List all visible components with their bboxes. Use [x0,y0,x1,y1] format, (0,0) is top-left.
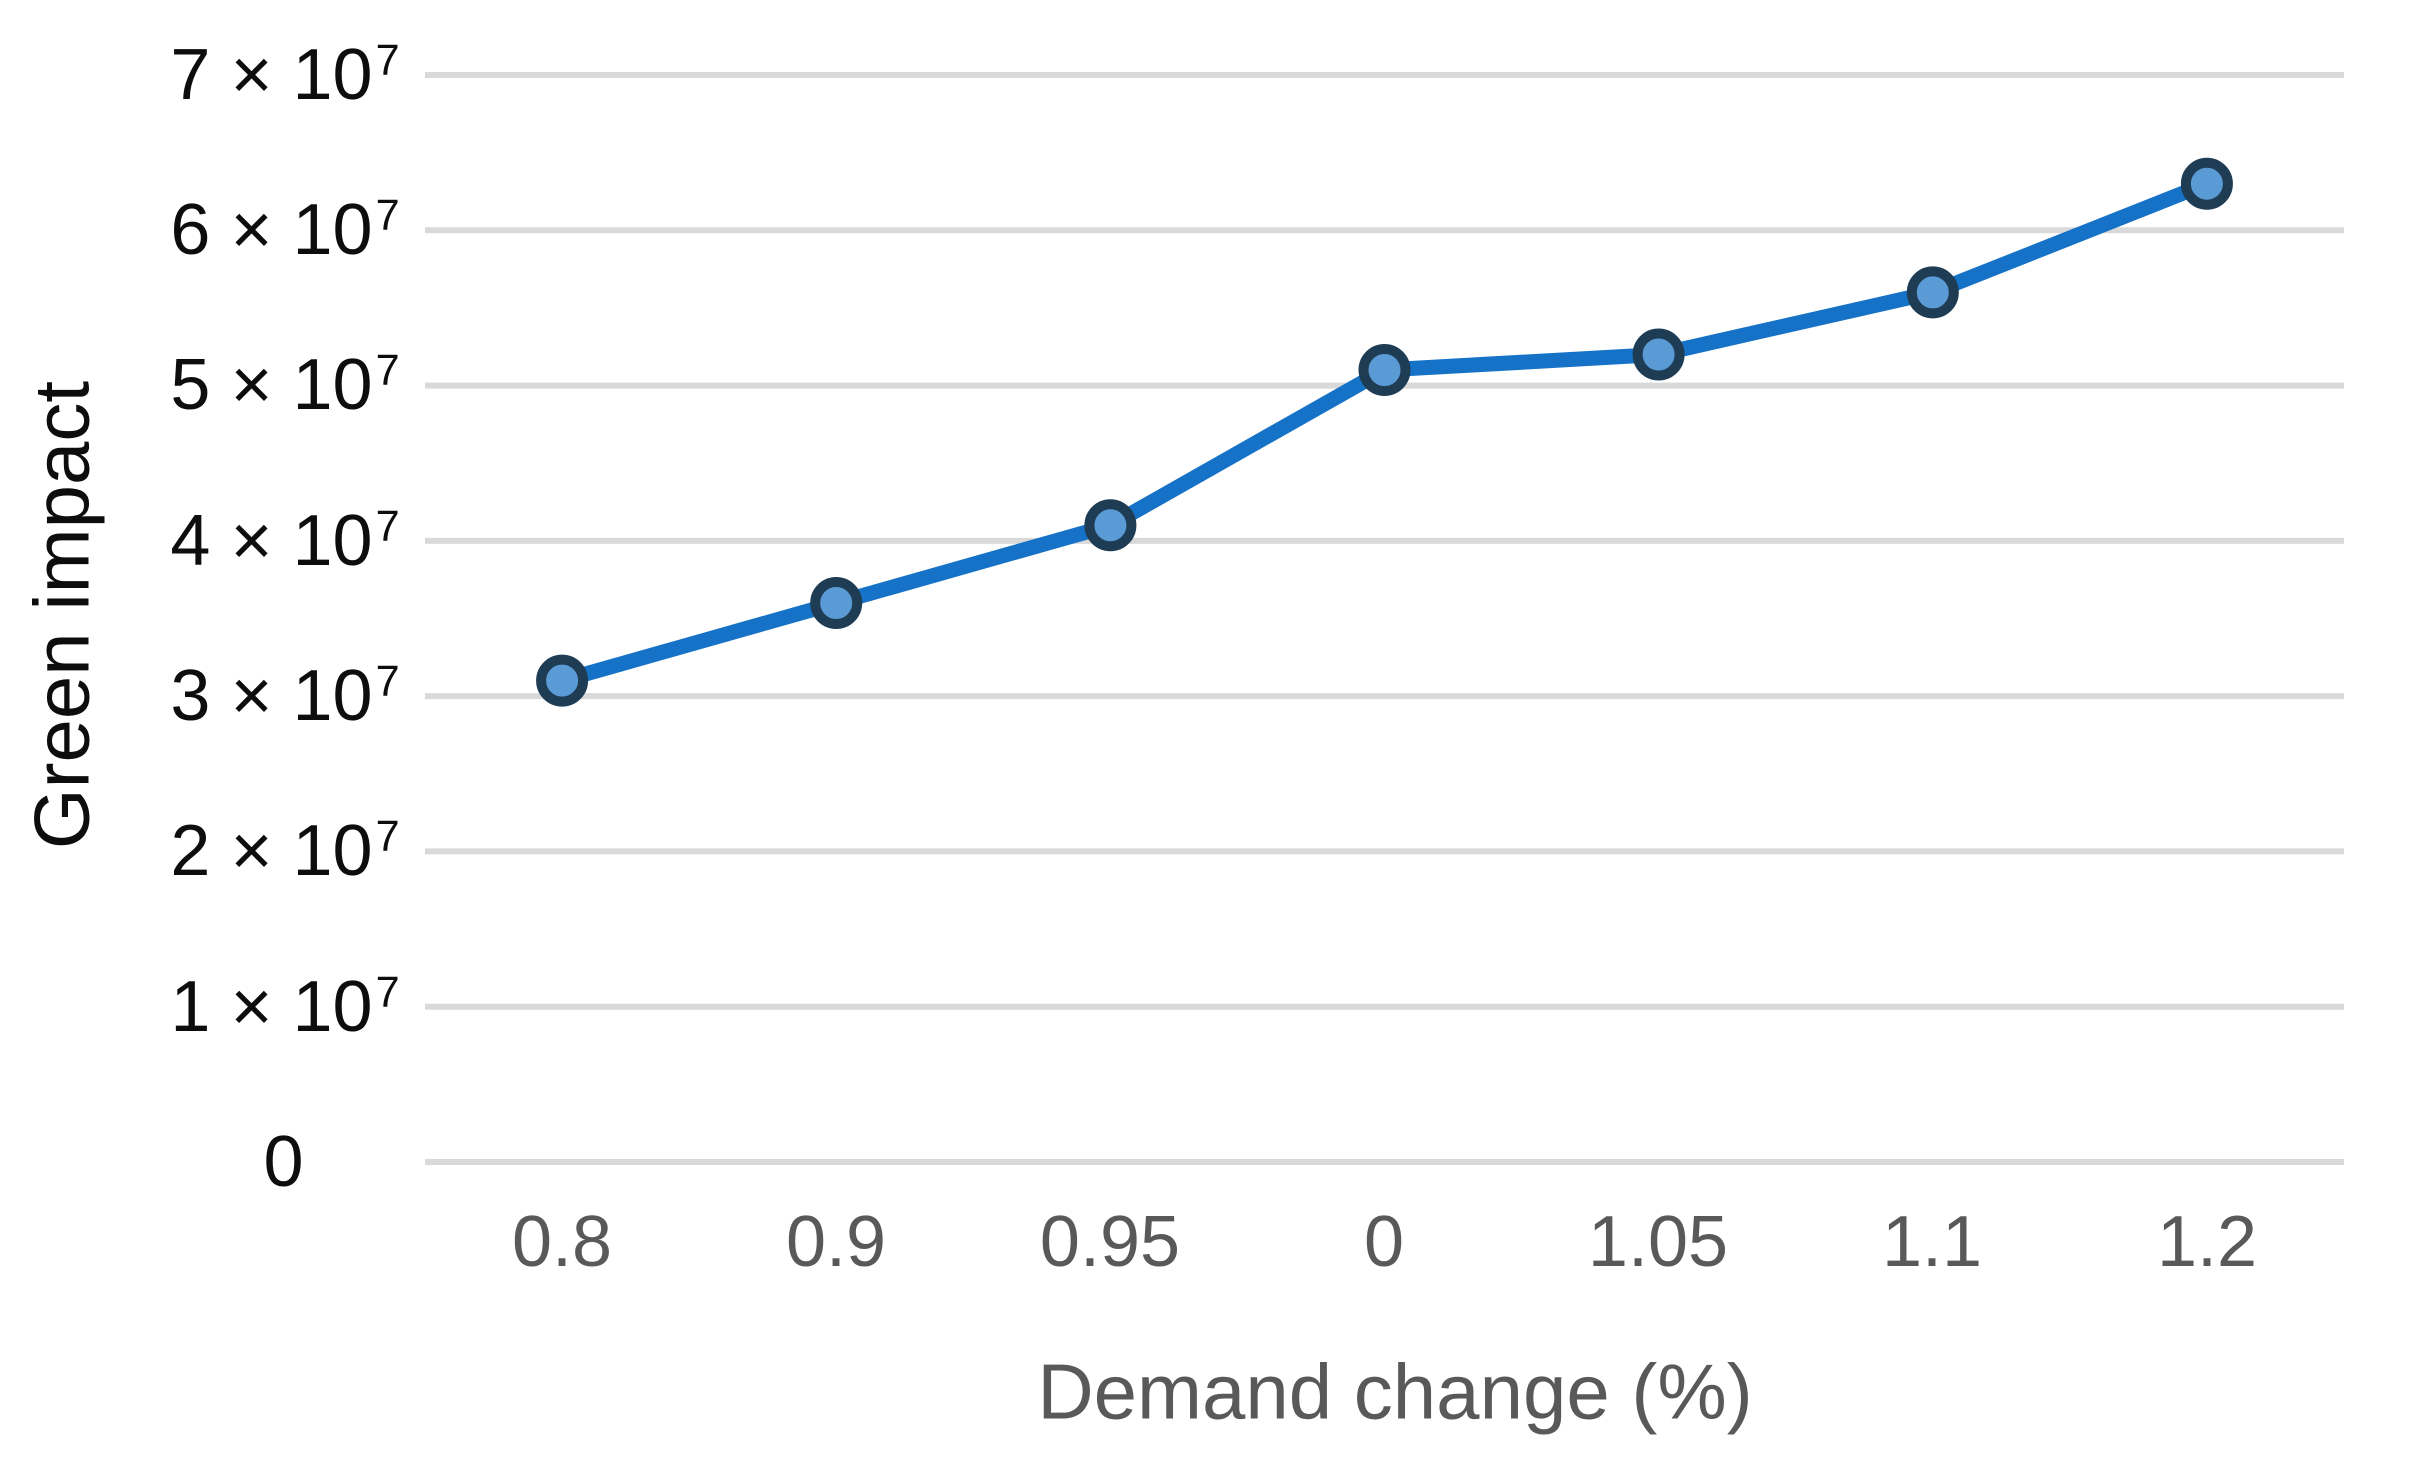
y-tick-label: 2 × 107 [170,811,400,891]
x-tick-label: 0.95 [1039,1202,1181,1282]
x-tick-label: 1.2 [2156,1202,2258,1282]
y-tick-label: 4 × 107 [170,501,400,581]
y-tick-label: 5 × 107 [170,345,400,425]
x-tick-label: 0 [1363,1202,1405,1282]
x-tick-label: 0.9 [785,1202,887,1282]
x-tick-label: 1.05 [1587,1202,1729,1282]
x-tick-label: 1.1 [1881,1202,1983,1282]
y-tick-label: 3 × 107 [170,656,400,736]
x-axis-title: Demand change (%) [1037,1347,1753,1436]
y-tick-label: 1 × 107 [170,967,400,1047]
x-tick-label: 0.8 [511,1202,613,1282]
y-tick-label: 0 [263,1122,304,1202]
y-axis: 0 1 × 107 2 × 107 3 × 107 4 × 107 5 × 10… [105,0,465,1465]
y-tick-label: 7 × 107 [170,35,400,115]
y-tick-label: 6 × 107 [170,190,400,270]
